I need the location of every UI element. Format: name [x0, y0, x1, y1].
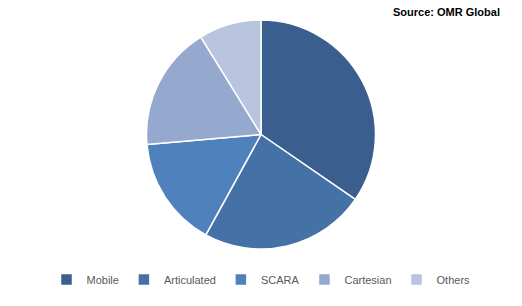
svg-text:Source: OMR Global: Source: OMR Global	[393, 6, 500, 18]
svg-text:Others: Others	[437, 274, 471, 286]
svg-text:Mobile: Mobile	[87, 274, 119, 286]
svg-text:SCARA: SCARA	[261, 274, 300, 286]
svg-text:Articulated: Articulated	[164, 274, 216, 286]
svg-text:Cartesian: Cartesian	[344, 274, 391, 286]
